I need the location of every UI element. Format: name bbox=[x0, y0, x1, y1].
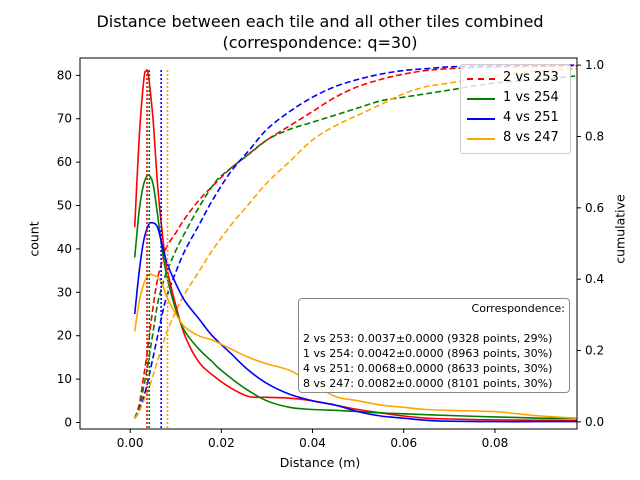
cumulative-line bbox=[134, 64, 577, 419]
y-tick-label: 10 bbox=[57, 372, 72, 386]
legend-label: 1 vs 254 bbox=[503, 90, 559, 105]
cumulative-line bbox=[134, 67, 577, 419]
y-axis-label: count bbox=[26, 221, 42, 257]
y-tick-label: 20 bbox=[57, 329, 72, 343]
legend-entry: 2 vs 253 bbox=[461, 69, 570, 89]
legend-swatch bbox=[467, 138, 495, 140]
x-tick-label: 0.00 bbox=[117, 436, 144, 450]
annotation-line: 8 vs 247: 0.0082±0.0000 (8101 points, 30… bbox=[303, 377, 553, 390]
density-line bbox=[133, 273, 577, 419]
annotation-line: 4 vs 251: 0.0068±0.0000 (8633 points, 30… bbox=[303, 362, 553, 375]
chart-title: Distance between each tile and all other… bbox=[96, 12, 544, 31]
legend-swatch bbox=[467, 118, 495, 120]
y2-axis-label: cumulative bbox=[612, 194, 628, 264]
y2-tick-label: 0.0 bbox=[585, 415, 604, 429]
x-tick-label: 0.04 bbox=[299, 436, 326, 450]
legend-entry: 8 vs 247 bbox=[461, 129, 570, 149]
legend-swatch bbox=[467, 78, 495, 80]
y2-tick-label: 0.2 bbox=[585, 344, 604, 358]
annotation-line: 2 vs 253: 0.0037±0.0000 (9328 points, 29… bbox=[303, 332, 553, 345]
y-tick-label: 0 bbox=[64, 415, 72, 429]
cumulative-line bbox=[133, 65, 577, 419]
x-tick-label: 0.02 bbox=[208, 436, 235, 450]
legend-label: 8 vs 247 bbox=[503, 130, 559, 145]
x-tick-label: 0.08 bbox=[482, 436, 509, 450]
y2-tick-label: 0.4 bbox=[585, 272, 604, 286]
x-axis-label: Distance (m) bbox=[279, 455, 361, 470]
y2-tick-label: 0.8 bbox=[585, 129, 604, 143]
legend-entry: 1 vs 254 bbox=[461, 89, 570, 109]
annotation-line: 1 vs 254: 0.0042±0.0000 (8963 points, 30… bbox=[303, 347, 553, 360]
annotation-title: Correspondence: bbox=[471, 302, 565, 315]
y2-tick-label: 1.0 bbox=[585, 58, 604, 72]
correspondence-annotation: Correspondence: 2 vs 253: 0.0037±0.0000 … bbox=[298, 298, 570, 393]
legend-label: 4 vs 251 bbox=[503, 110, 559, 125]
y-tick-label: 30 bbox=[57, 285, 72, 299]
y-tick-label: 80 bbox=[57, 68, 72, 82]
cumulative-line bbox=[133, 75, 577, 419]
legend-label: 2 vs 253 bbox=[503, 70, 559, 85]
y-tick-label: 50 bbox=[57, 199, 72, 213]
y-tick-label: 70 bbox=[57, 112, 72, 126]
density-line bbox=[133, 221, 577, 423]
legend-swatch bbox=[467, 98, 495, 100]
legend: 2 vs 253 1 vs 254 4 vs 251 8 vs 247 bbox=[460, 64, 571, 154]
y-tick-label: 40 bbox=[57, 242, 72, 256]
x-tick-label: 0.06 bbox=[390, 436, 417, 450]
axes-frame bbox=[79, 57, 578, 430]
y-tick-label: 60 bbox=[57, 155, 72, 169]
y2-tick-label: 0.6 bbox=[585, 201, 604, 215]
legend-entry: 4 vs 251 bbox=[461, 109, 570, 129]
chart-subtitle: (correspondence: q=30) bbox=[222, 33, 418, 52]
density-line bbox=[133, 174, 577, 420]
